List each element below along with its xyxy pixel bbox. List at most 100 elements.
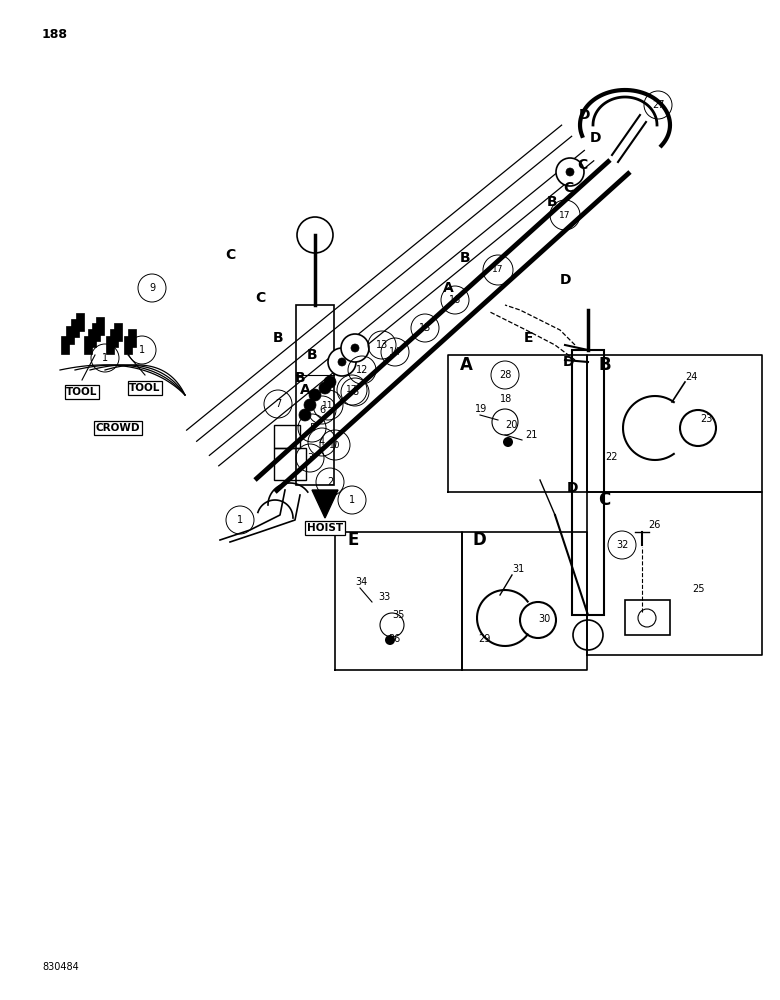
Text: 19: 19	[475, 404, 488, 414]
Text: A: A	[460, 356, 473, 374]
Circle shape	[503, 437, 513, 447]
Text: 35: 35	[392, 610, 404, 620]
Bar	[128, 329, 136, 347]
Bar	[625, 600, 670, 635]
Text: 4: 4	[319, 437, 325, 447]
Bar	[61, 336, 69, 354]
Text: D: D	[559, 273, 571, 287]
Text: 11: 11	[322, 400, 334, 410]
Circle shape	[385, 635, 395, 645]
Text: 830484: 830484	[42, 962, 79, 972]
Text: C: C	[598, 491, 610, 509]
Text: 13: 13	[376, 340, 388, 350]
Text: 34: 34	[355, 577, 367, 587]
Bar	[296, 305, 334, 485]
Text: C: C	[563, 181, 573, 195]
Text: 17: 17	[346, 385, 358, 394]
Text: C: C	[225, 248, 235, 262]
Text: 25: 25	[692, 584, 704, 594]
Circle shape	[556, 158, 584, 186]
Bar	[106, 336, 114, 354]
Text: 5: 5	[309, 423, 315, 433]
Text: D: D	[566, 481, 578, 495]
Circle shape	[324, 376, 336, 388]
Bar	[572, 350, 604, 615]
Text: D: D	[589, 131, 601, 145]
Circle shape	[338, 358, 346, 366]
Text: 15: 15	[419, 323, 431, 333]
Bar	[88, 329, 96, 347]
Circle shape	[304, 399, 316, 411]
Text: B: B	[459, 251, 470, 265]
Text: 1: 1	[237, 515, 243, 525]
Text: 188: 188	[42, 28, 68, 41]
Text: 1: 1	[102, 353, 108, 363]
Text: TOOL: TOOL	[66, 387, 98, 397]
Text: 22: 22	[605, 452, 618, 462]
Text: 6: 6	[319, 405, 325, 415]
Text: 1: 1	[349, 495, 355, 505]
Text: 36: 36	[388, 634, 400, 644]
Text: C: C	[255, 291, 265, 305]
Text: 1: 1	[139, 345, 145, 355]
Text: 23: 23	[700, 414, 712, 424]
Text: CROWD: CROWD	[96, 423, 140, 433]
Text: 14: 14	[389, 347, 401, 357]
Text: 29: 29	[478, 634, 491, 644]
Circle shape	[351, 344, 359, 352]
Text: TOOL: TOOL	[129, 383, 161, 393]
Circle shape	[341, 334, 369, 362]
Text: B: B	[547, 195, 558, 209]
Bar	[274, 448, 306, 480]
Bar	[66, 326, 74, 344]
Bar	[114, 323, 122, 341]
Text: A: A	[442, 281, 453, 295]
Bar	[92, 323, 100, 341]
Text: D: D	[472, 531, 486, 549]
Text: 28: 28	[499, 370, 511, 380]
Text: D: D	[562, 355, 574, 369]
Text: 9: 9	[149, 283, 155, 293]
Circle shape	[309, 389, 321, 401]
Text: 24: 24	[685, 372, 697, 382]
Text: E: E	[523, 331, 533, 345]
Circle shape	[566, 168, 574, 176]
Text: 21: 21	[525, 430, 537, 440]
Text: 7: 7	[275, 399, 281, 409]
Bar	[84, 336, 92, 354]
Text: D: D	[580, 108, 590, 122]
Text: 32: 32	[616, 540, 628, 550]
Bar	[96, 317, 104, 335]
Text: 12: 12	[356, 365, 368, 375]
Text: B: B	[295, 371, 305, 385]
Polygon shape	[312, 490, 338, 518]
Bar	[124, 336, 132, 354]
Text: 27: 27	[652, 100, 665, 110]
Text: 16: 16	[448, 295, 461, 305]
Text: B: B	[598, 356, 611, 374]
Text: B: B	[307, 348, 317, 362]
Bar	[71, 319, 79, 337]
Text: 18: 18	[500, 394, 512, 404]
Text: 33: 33	[378, 592, 390, 602]
Text: B: B	[273, 331, 283, 345]
Bar	[274, 425, 300, 448]
Text: 2: 2	[327, 477, 333, 487]
Bar	[76, 313, 84, 331]
Circle shape	[299, 409, 311, 421]
Text: 20: 20	[505, 420, 517, 430]
Circle shape	[319, 382, 331, 394]
Text: 17: 17	[559, 211, 571, 220]
Text: A: A	[300, 383, 310, 397]
Text: 17: 17	[492, 265, 504, 274]
Bar	[110, 329, 118, 347]
Text: 8: 8	[352, 387, 358, 397]
Text: 30: 30	[538, 614, 550, 624]
Text: C: C	[577, 158, 587, 172]
Text: 10: 10	[329, 440, 341, 450]
Text: 26: 26	[648, 520, 661, 530]
Circle shape	[328, 348, 356, 376]
Text: E: E	[347, 531, 358, 549]
Text: 31: 31	[512, 564, 524, 574]
Text: HOIST: HOIST	[307, 523, 343, 533]
